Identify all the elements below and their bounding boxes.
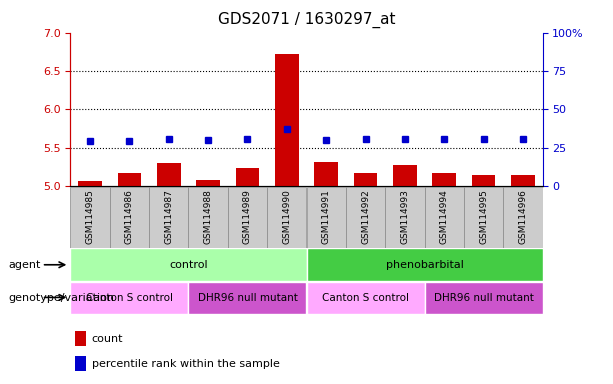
Text: GSM114991: GSM114991: [322, 189, 330, 244]
Bar: [110, 187, 149, 248]
Text: GSM114989: GSM114989: [243, 189, 252, 244]
Bar: [118, 173, 142, 186]
Text: control: control: [169, 260, 208, 270]
Bar: [189, 282, 306, 314]
Text: Canton S control: Canton S control: [322, 293, 409, 303]
Text: GSM114994: GSM114994: [440, 189, 449, 243]
Text: DHR96 null mutant: DHR96 null mutant: [197, 293, 297, 303]
Bar: [393, 165, 417, 186]
Bar: [70, 187, 110, 248]
Bar: [346, 187, 385, 248]
Bar: [432, 173, 456, 186]
Bar: [306, 187, 346, 248]
Bar: [464, 187, 503, 248]
Bar: [385, 187, 424, 248]
Bar: [314, 162, 338, 186]
Text: Canton S control: Canton S control: [86, 293, 173, 303]
Bar: [511, 175, 535, 186]
Text: GSM114986: GSM114986: [125, 189, 134, 244]
Bar: [149, 187, 189, 248]
Bar: [228, 187, 267, 248]
Text: GSM114985: GSM114985: [86, 189, 94, 244]
Bar: [306, 282, 424, 314]
Text: GSM114996: GSM114996: [519, 189, 527, 244]
Bar: [235, 168, 259, 186]
Text: GSM114993: GSM114993: [400, 189, 409, 244]
Bar: [275, 54, 299, 186]
Text: DHR96 null mutant: DHR96 null mutant: [433, 293, 533, 303]
Bar: [267, 187, 306, 248]
Bar: [424, 187, 464, 248]
Bar: [75, 331, 86, 346]
Text: GSM114987: GSM114987: [164, 189, 173, 244]
Bar: [157, 163, 181, 186]
Text: GSM114995: GSM114995: [479, 189, 488, 244]
Bar: [75, 356, 86, 371]
Bar: [503, 187, 543, 248]
Text: count: count: [92, 334, 123, 344]
Bar: [189, 187, 228, 248]
Text: genotype/variation: genotype/variation: [8, 293, 114, 303]
Bar: [70, 248, 306, 281]
Bar: [471, 175, 495, 186]
Text: GDS2071 / 1630297_at: GDS2071 / 1630297_at: [218, 12, 395, 28]
Bar: [424, 282, 543, 314]
Text: GSM114992: GSM114992: [361, 189, 370, 243]
Text: percentile rank within the sample: percentile rank within the sample: [92, 359, 280, 369]
Bar: [354, 173, 377, 186]
Bar: [70, 282, 189, 314]
Bar: [78, 181, 102, 186]
Text: GSM114990: GSM114990: [283, 189, 291, 244]
Text: agent: agent: [8, 260, 40, 270]
Text: GSM114988: GSM114988: [204, 189, 213, 244]
Bar: [306, 248, 543, 281]
Text: phenobarbital: phenobarbital: [386, 260, 463, 270]
Bar: [196, 180, 220, 186]
